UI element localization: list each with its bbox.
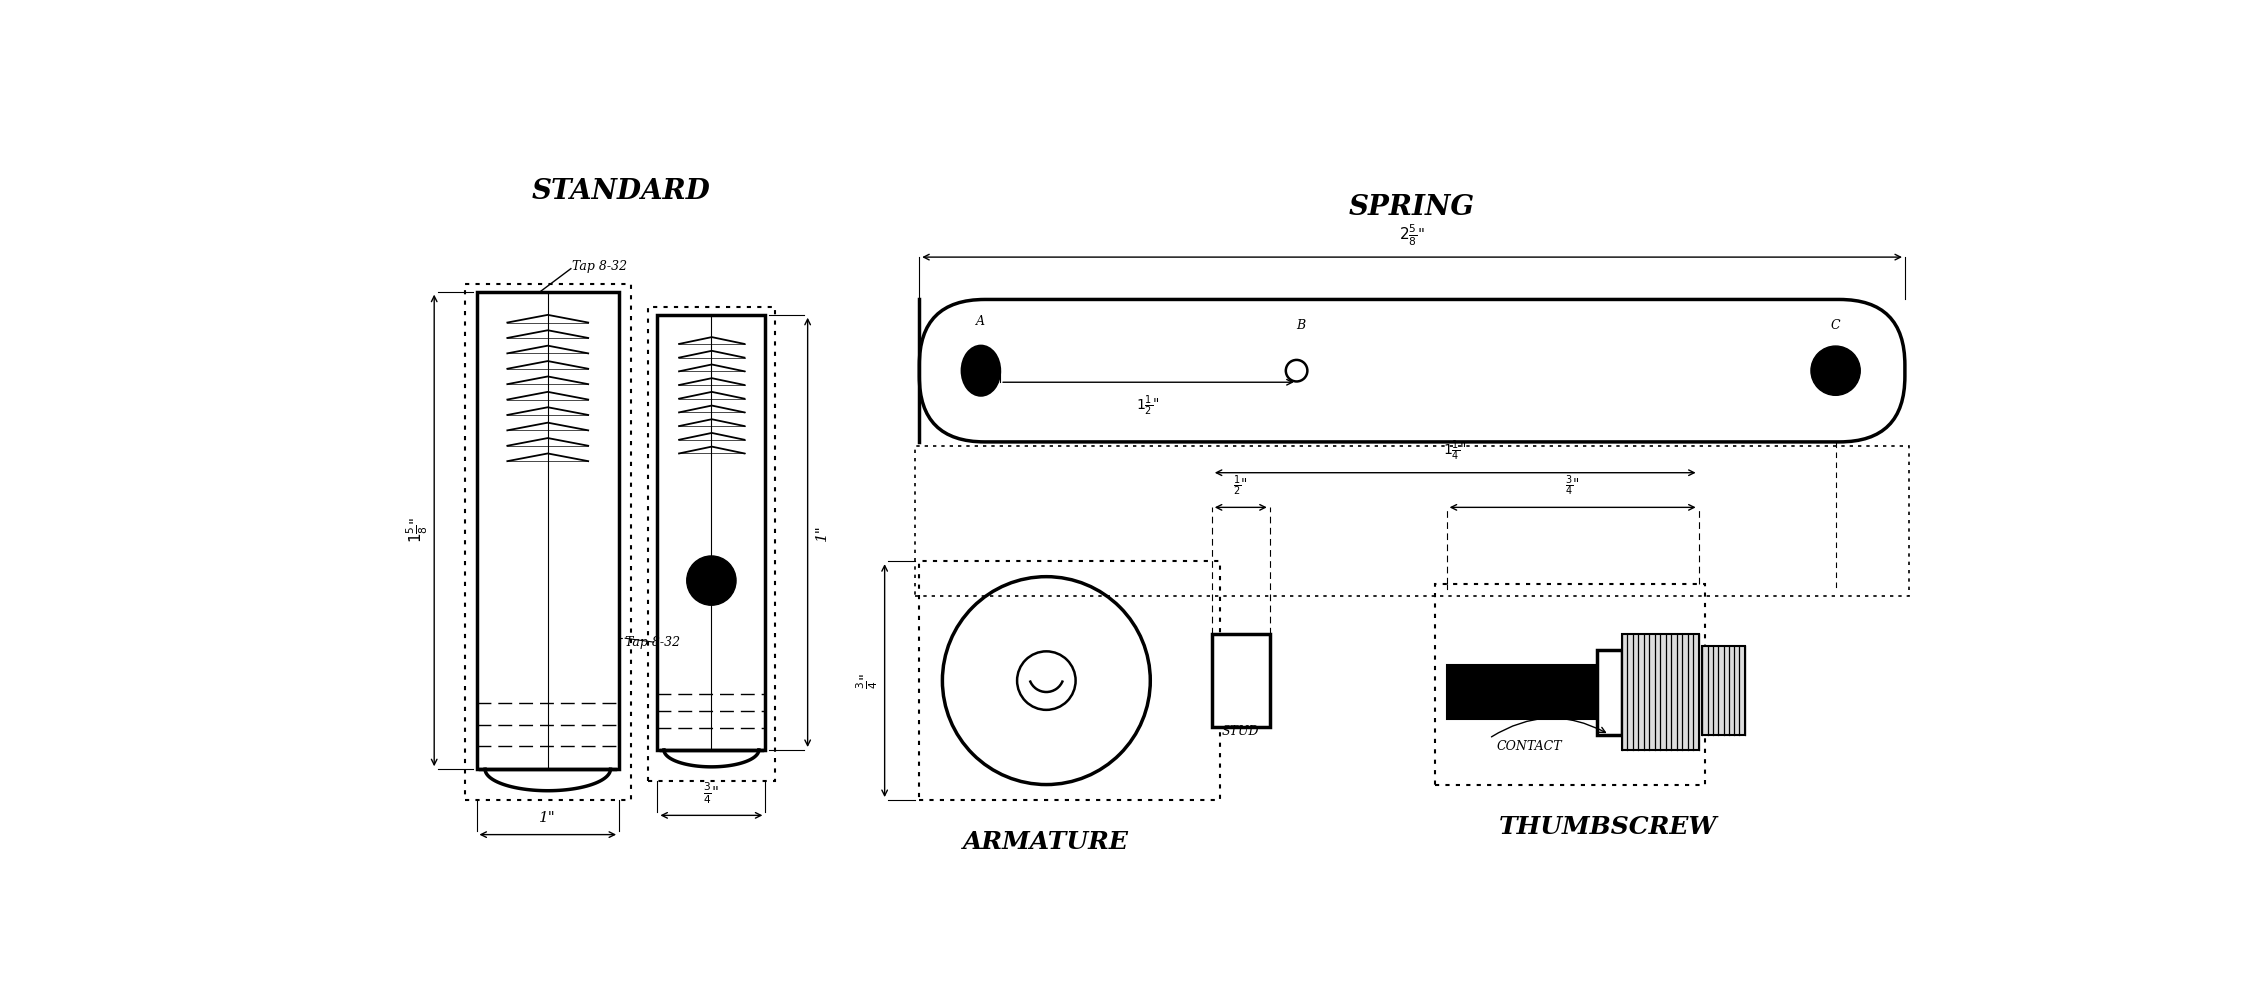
Text: STANDARD: STANDARD (531, 178, 711, 205)
Bar (1703, 646, 1745, 735)
Bar (476, 292, 619, 769)
Circle shape (1285, 360, 1307, 382)
Text: $\frac{3}{4}$": $\frac{3}{4}$" (856, 673, 881, 689)
Bar (919, 562, 1219, 800)
Text: STUD: STUD (1222, 726, 1260, 739)
Bar (648, 307, 774, 780)
Text: $\frac{3}{4}$": $\frac{3}{4}$" (1565, 474, 1581, 498)
Bar (465, 284, 630, 800)
Text: $1\frac{1}{2}$": $1\frac{1}{2}$" (1136, 394, 1161, 418)
Bar (657, 315, 765, 749)
Text: CONTACT: CONTACT (1497, 740, 1563, 752)
Text: 1": 1" (815, 524, 829, 541)
Text: $1\frac{1}{4}$": $1\frac{1}{4}$" (1443, 439, 1468, 463)
Ellipse shape (962, 346, 1000, 396)
Circle shape (942, 577, 1149, 784)
Text: THUMBSCREW: THUMBSCREW (1499, 815, 1718, 839)
Text: Tap 8-32: Tap 8-32 (625, 635, 680, 649)
Bar (1436, 584, 1705, 784)
Bar (1213, 634, 1269, 727)
Circle shape (686, 556, 736, 605)
Text: SPRING: SPRING (1348, 194, 1474, 221)
Text: Tap 8-32: Tap 8-32 (574, 259, 628, 272)
Bar (1447, 665, 1596, 719)
Text: ARMATURE: ARMATURE (964, 830, 1129, 854)
Text: B: B (1296, 319, 1305, 332)
Text: $\frac{3}{4}$": $\frac{3}{4}$" (702, 780, 720, 806)
Bar (1621, 634, 1698, 749)
Text: $1\frac{5}{8}$": $1\frac{5}{8}$" (404, 518, 429, 544)
Bar (1596, 650, 1621, 735)
Text: 1": 1" (540, 811, 555, 825)
FancyBboxPatch shape (919, 299, 1906, 442)
Text: C: C (1831, 319, 1840, 332)
Text: $\frac{1}{2}$": $\frac{1}{2}$" (1233, 474, 1249, 498)
Text: $2\frac{5}{8}$": $2\frac{5}{8}$" (1400, 223, 1425, 248)
Circle shape (1811, 346, 1861, 396)
Bar (914, 445, 1908, 596)
Text: A: A (975, 315, 984, 328)
Circle shape (1016, 651, 1075, 710)
